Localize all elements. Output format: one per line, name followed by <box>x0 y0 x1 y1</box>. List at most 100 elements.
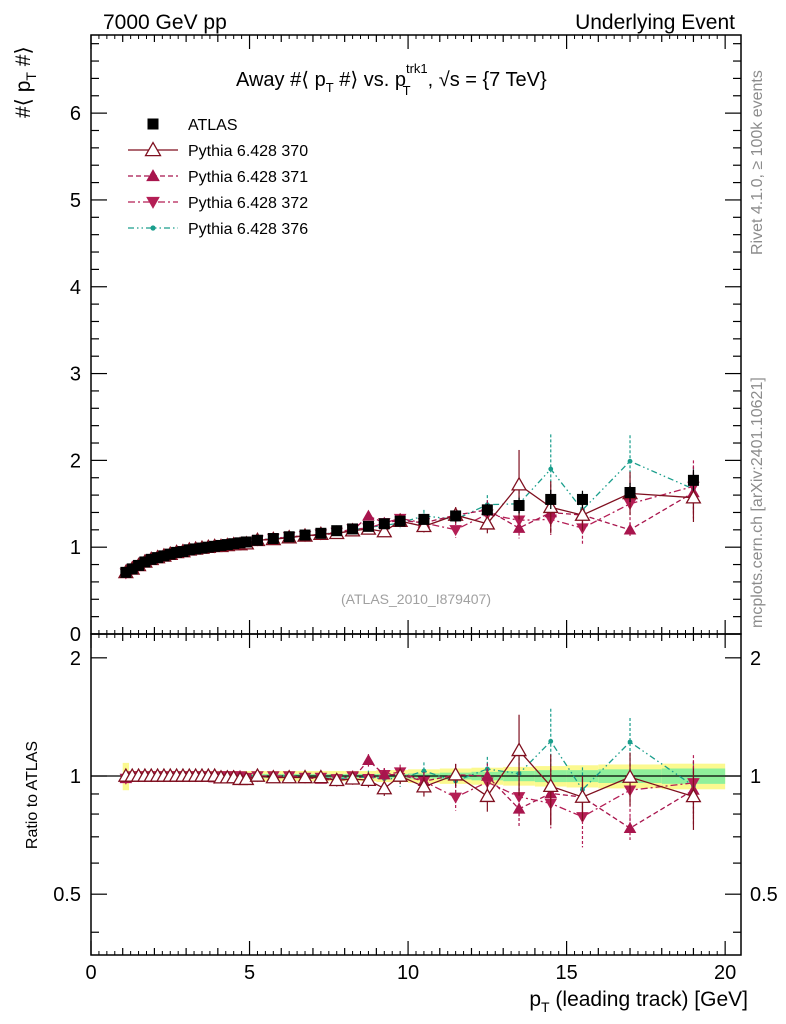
y-tick-label: 4 <box>70 277 81 299</box>
xlabel-part-c: (leading track) [GeV] <box>550 988 748 1011</box>
data-point <box>394 515 406 527</box>
data-point <box>687 474 699 486</box>
ratio-point <box>415 778 432 793</box>
data-point <box>202 541 214 553</box>
y-axis-label: #⟨ pT #⟩ <box>12 46 39 118</box>
y-tick-label: 3 <box>70 364 81 386</box>
ratio-point <box>447 766 464 781</box>
x-axis-label: pT (leading track) [GeV] <box>529 988 748 1015</box>
ratio-point <box>360 771 377 787</box>
data-point <box>209 540 221 552</box>
data-point <box>283 531 295 543</box>
y-tick-label: 1 <box>70 537 81 559</box>
ratio-point <box>297 769 314 784</box>
data-point <box>623 523 637 535</box>
data-point <box>234 537 246 549</box>
xlabel-part-a: p <box>529 988 541 1011</box>
data-point <box>624 486 636 498</box>
series-0 <box>120 469 699 578</box>
data-point <box>133 559 145 571</box>
data-point <box>183 544 195 556</box>
legend-marker <box>147 118 159 130</box>
ratio-y-axis-label: Ratio to ATLAS <box>24 741 41 849</box>
y-tick-label: 0 <box>70 624 81 646</box>
ratio-plot <box>117 708 702 848</box>
ratio-y-tick-label-right: 0.5 <box>750 884 778 906</box>
data-point <box>511 476 528 491</box>
ratio-point <box>627 739 633 745</box>
axes: 0 5 10 15 20 0 1 2 3 4 5 6 0.5 0.5 1 1 2 2 <box>53 34 778 984</box>
title-part-e: T <box>403 83 411 98</box>
x-tick-label: 10 <box>397 962 419 984</box>
title-part-b: T <box>326 80 334 95</box>
legend-label: ATLAS <box>188 117 238 134</box>
data-point <box>415 518 432 533</box>
watermark: (ATLAS_2010_I879407) <box>341 591 491 607</box>
ratio-point <box>249 767 266 782</box>
data-point <box>576 493 588 505</box>
legend-marker <box>146 196 160 209</box>
legend-item-2: Pythia 6.428 371 <box>128 169 308 186</box>
data-point <box>152 552 164 564</box>
ratio-y-tick-label-right: 2 <box>750 648 761 670</box>
ratio-y-tick-label-left: 2 <box>70 648 81 670</box>
data-point <box>362 520 374 532</box>
ratio-y-tick-label-right: 1 <box>750 766 761 788</box>
data-point <box>164 548 176 560</box>
x-tick-label: 0 <box>85 962 96 984</box>
data-point <box>196 542 208 554</box>
ratio-point <box>542 777 559 793</box>
legend-item-1: Pythia 6.428 370 <box>128 141 308 160</box>
data-point <box>548 466 554 472</box>
data-point <box>139 556 151 568</box>
ratio-point <box>512 792 526 804</box>
ylabel-part-a: #⟨ p <box>12 81 35 118</box>
ratio-point <box>548 738 554 744</box>
data-point <box>120 566 132 578</box>
ratio-point <box>344 770 361 785</box>
ratio-point <box>328 772 345 787</box>
side-text-top: Rivet 4.1.0, ≥ 100k events <box>749 70 766 255</box>
data-point <box>158 550 170 562</box>
ratio-series-line <box>125 771 694 818</box>
ratio-y-tick-label-left: 1 <box>70 766 81 788</box>
ratio-point <box>362 753 375 765</box>
legend-item-0: ATLAS <box>147 117 238 134</box>
data-point <box>267 533 279 545</box>
title-part-c: #⟩ vs. p <box>334 69 406 91</box>
data-point <box>513 500 525 512</box>
series-line <box>125 491 694 574</box>
title-part-g: √ <box>439 69 450 91</box>
ratio-point <box>312 769 329 784</box>
ratio-y-tick-label-left: 0.5 <box>53 884 81 906</box>
ratio-point <box>377 768 391 780</box>
ratio-series-1 <box>117 714 702 830</box>
legend: ATLAS Pythia 6.428 370 Pythia 6.428 371 Pyt… <box>128 117 308 238</box>
ratio-frame <box>90 633 742 956</box>
data-point <box>512 521 526 533</box>
series-line <box>125 460 694 573</box>
ratio-point <box>449 792 462 804</box>
series-2 <box>119 466 700 578</box>
title-part-f: , <box>428 69 439 91</box>
data-point <box>299 529 311 541</box>
data-point <box>362 509 375 521</box>
ratio-point <box>512 802 526 814</box>
header-left: 7000 GeV pp <box>103 11 227 34</box>
y-tick-label: 2 <box>70 450 81 472</box>
data-point <box>376 523 393 538</box>
data-point <box>378 518 390 530</box>
ratio-point <box>623 821 637 833</box>
x-tick-label: 20 <box>714 962 736 984</box>
data-point <box>545 493 557 505</box>
series-line <box>125 485 694 574</box>
ratio-point <box>511 742 528 757</box>
legend-item-3: Pythia 6.428 372 <box>128 195 308 212</box>
header-right: Underlying Event <box>575 11 735 34</box>
data-point <box>228 538 240 550</box>
series-1 <box>117 449 702 579</box>
data-point <box>331 525 343 537</box>
chart-title: Away #⟨ pT #⟩ vs. ptrk1 T, √s = {7 TeV} <box>236 61 547 98</box>
data-point <box>685 489 702 504</box>
data-point <box>240 536 252 548</box>
